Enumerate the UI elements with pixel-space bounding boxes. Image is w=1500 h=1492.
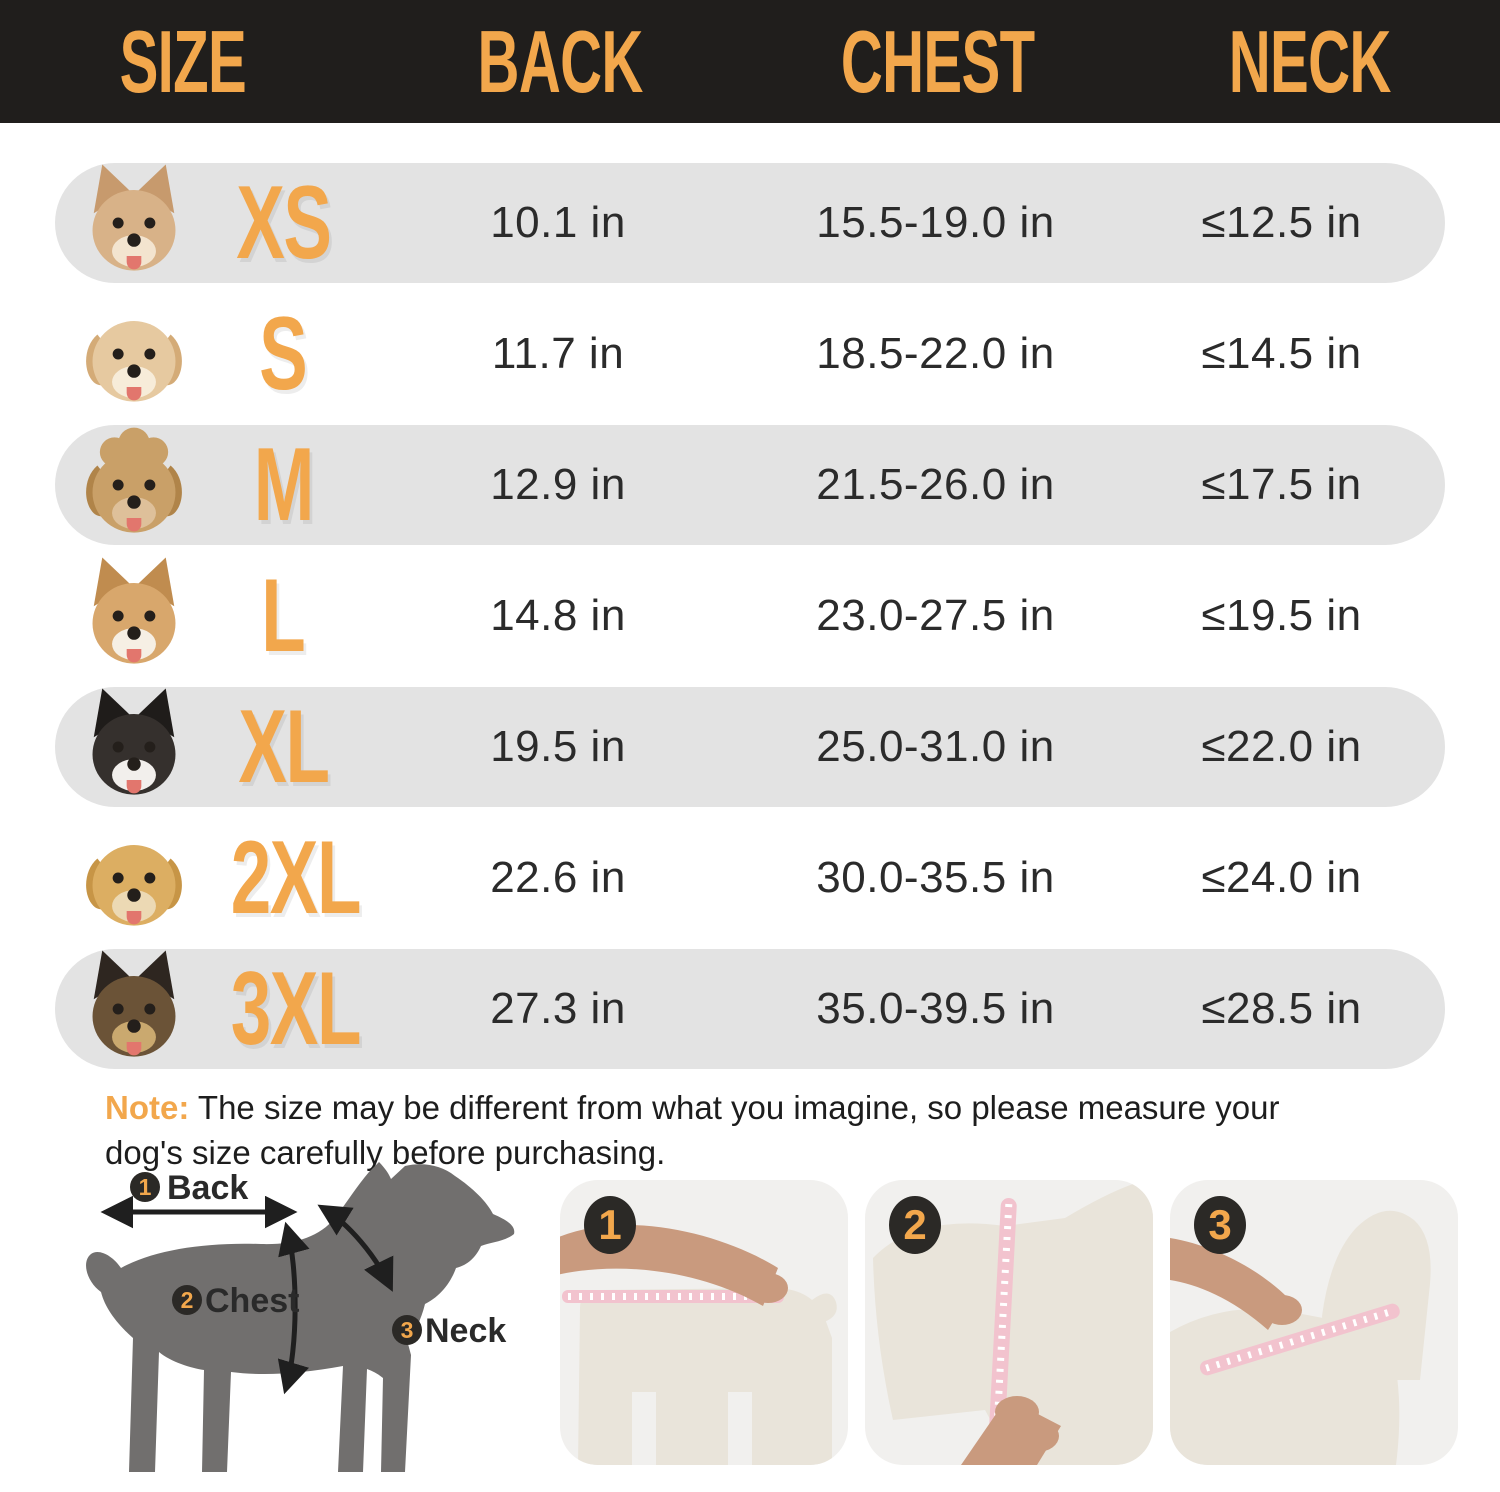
table-row: M 12.9 in 21.5-26.0 in ≤17.5 in xyxy=(55,425,1445,545)
neck-value: ≤28.5 in xyxy=(1201,984,1362,1033)
svg-text:Chest: Chest xyxy=(205,1282,299,1320)
chest-value: 18.5-22.0 in xyxy=(816,329,1055,378)
chest-measure-arrow xyxy=(277,1221,310,1395)
table-row: XL 19.5 in 25.0-31.0 in ≤22.0 in xyxy=(55,687,1445,807)
dog-photo-german-shepherd xyxy=(73,949,203,1069)
chest-value: 30.0-35.5 in xyxy=(816,853,1055,902)
measure-neck-illustration xyxy=(1170,1210,1431,1465)
measurement-diagram: 1 Back 2 Chest 3 Neck xyxy=(86,1162,515,1472)
svg-text:Back: Back xyxy=(167,1169,248,1207)
note-text: The size may be different from what you … xyxy=(105,1089,1280,1171)
chest-value: 23.0-27.5 in xyxy=(816,591,1055,640)
dog-photo-corgi xyxy=(73,556,203,676)
header-neck: NECK xyxy=(1229,11,1392,111)
svg-text:Neck: Neck xyxy=(425,1312,506,1350)
dog-head-icon xyxy=(86,427,182,533)
photo-number-badge: 3 xyxy=(1194,1196,1246,1254)
dog-photo-poodle xyxy=(73,425,203,545)
diagram-label-chest: 2 Chest xyxy=(172,1282,299,1320)
size-value: XL xyxy=(237,689,330,805)
back-value: 10.1 in xyxy=(490,198,626,247)
photo-number-badge: 2 xyxy=(889,1196,941,1254)
neck-value: ≤19.5 in xyxy=(1201,591,1362,640)
header-size: SIZE xyxy=(119,11,246,111)
measure-back-photo: 1 xyxy=(560,1180,848,1465)
neck-value: ≤22.0 in xyxy=(1201,722,1362,771)
dog-photo-chihuahua xyxy=(73,163,203,283)
neck-measure-arrow xyxy=(317,1204,394,1292)
dog-head-icon xyxy=(92,688,176,795)
dog-photo-havanese xyxy=(73,294,203,414)
photo-number-badge: 1 xyxy=(584,1196,636,1254)
chest-value: 15.5-19.0 in xyxy=(816,198,1055,247)
size-table: XS 10.1 in 15.5-19.0 in ≤12.5 in S 11.7 … xyxy=(0,163,1500,1080)
diagram-label-neck: 3 Neck xyxy=(392,1312,506,1350)
table-header: SIZE BACK CHEST NECK xyxy=(0,0,1500,123)
size-value: M xyxy=(253,427,314,543)
neck-value: ≤24.0 in xyxy=(1201,853,1362,902)
dog-head-icon xyxy=(86,845,182,926)
dog-photo-border-collie xyxy=(73,687,203,807)
measuring-photos: 1 2 xyxy=(560,1180,1458,1465)
size-value: XS xyxy=(235,165,332,281)
header-back: BACK xyxy=(477,11,643,111)
size-value: S xyxy=(259,296,308,412)
dog-head-icon xyxy=(92,950,176,1057)
svg-text:2: 2 xyxy=(181,1287,194,1313)
back-value: 27.3 in xyxy=(490,984,626,1033)
table-row: 3XL 27.3 in 35.0-39.5 in ≤28.5 in xyxy=(55,949,1445,1069)
neck-value: ≤17.5 in xyxy=(1201,460,1362,509)
note-label: Note: xyxy=(105,1089,190,1126)
size-value: L xyxy=(261,558,305,674)
back-value: 12.9 in xyxy=(490,460,626,509)
measure-neck-photo: 3 xyxy=(1170,1180,1458,1465)
dog-head-icon xyxy=(92,557,176,664)
table-row: XS 10.1 in 15.5-19.0 in ≤12.5 in xyxy=(55,163,1445,283)
neck-value: ≤14.5 in xyxy=(1201,329,1362,378)
svg-text:1: 1 xyxy=(139,1174,152,1200)
dog-head-icon xyxy=(86,321,182,402)
table-row: L 14.8 in 23.0-27.5 in ≤19.5 in xyxy=(55,556,1445,676)
measure-chest-illustration xyxy=(873,1180,1153,1465)
chest-value: 21.5-26.0 in xyxy=(816,460,1055,509)
size-value: 2XL xyxy=(230,820,362,936)
measure-chest-photo: 2 xyxy=(865,1180,1153,1465)
chest-value: 25.0-31.0 in xyxy=(816,722,1055,771)
back-value: 22.6 in xyxy=(490,853,626,902)
table-row: S 11.7 in 18.5-22.0 in ≤14.5 in xyxy=(55,294,1445,414)
back-value: 14.8 in xyxy=(490,591,626,640)
measure-note: Note: The size may be different from wha… xyxy=(105,1086,1330,1176)
neck-value: ≤12.5 in xyxy=(1201,198,1362,247)
dog-head-icon xyxy=(92,164,176,271)
back-value: 11.7 in xyxy=(491,329,625,378)
diagram-label-back: 1 Back xyxy=(130,1169,248,1207)
chest-value: 35.0-39.5 in xyxy=(816,984,1055,1033)
svg-text:3: 3 xyxy=(401,1317,414,1343)
back-value: 19.5 in xyxy=(490,722,626,771)
size-value: 3XL xyxy=(230,951,362,1067)
table-row: 2XL 22.6 in 30.0-35.5 in ≤24.0 in xyxy=(55,818,1445,938)
dog-photo-golden-retriever xyxy=(73,818,203,938)
header-chest: CHEST xyxy=(840,11,1035,111)
